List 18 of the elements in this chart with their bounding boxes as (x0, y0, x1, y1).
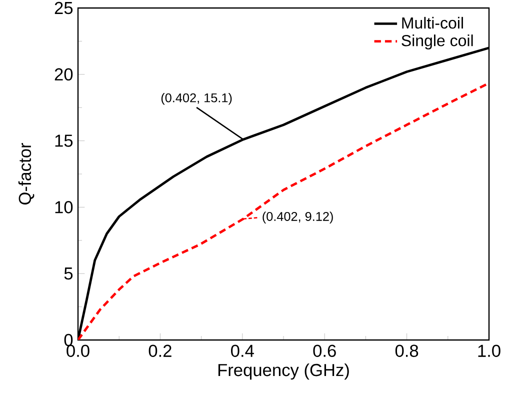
y-tick-label: 15 (55, 134, 73, 147)
x-tick-label: 0.4 (231, 344, 254, 357)
x-tick-label: 1.0 (478, 344, 500, 357)
x-tick-label: 0.2 (148, 344, 172, 357)
y-axis-title: Q-factor (18, 142, 34, 204)
annotation: (0.402, 15.1) (161, 93, 232, 105)
x-tick-label: 0.0 (66, 344, 90, 357)
x-axis-title: Frequency (GHz) (218, 363, 349, 380)
annotation: (0.402, 9.12) (262, 212, 333, 224)
y-tick-label: 25 (54, 2, 73, 14)
x-tick-label: 0.8 (395, 344, 418, 357)
y-tick-label: 0 (64, 334, 73, 346)
y-tick-label: 10 (55, 201, 73, 214)
legend-label: Single coil (402, 34, 473, 50)
legend-label: Multi-coil (402, 16, 463, 29)
x-tick-label: 0.6 (313, 344, 336, 357)
y-tick-label: 20 (54, 68, 73, 81)
y-tick-label: 5 (64, 268, 73, 280)
